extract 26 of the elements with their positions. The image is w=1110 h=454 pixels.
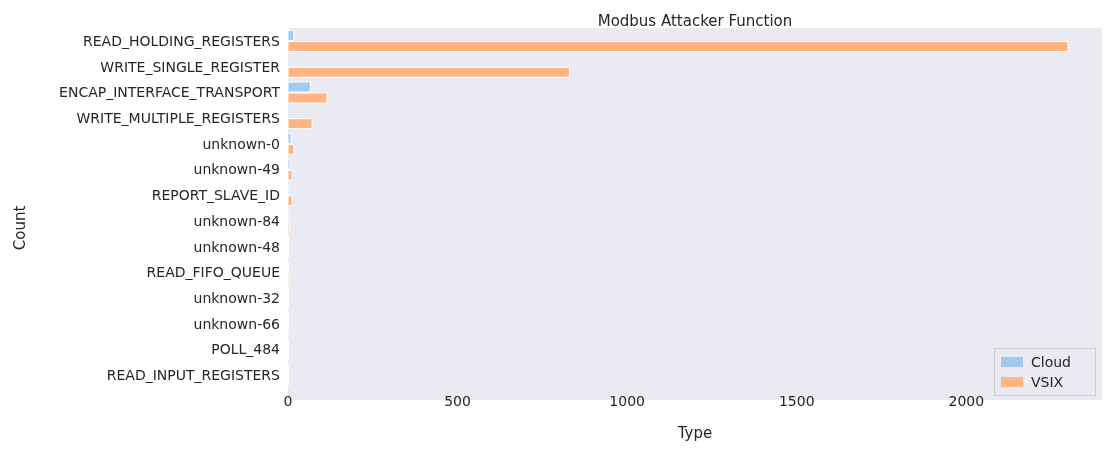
x-axis-title: Type: [676, 424, 713, 442]
x-tick-label: 500: [444, 392, 471, 409]
x-tick-label: 0: [283, 392, 293, 409]
y-tick-label: unknown-49: [193, 161, 280, 178]
y-tick-label: ENCAP_INTERFACE_TRANSPORT: [59, 84, 281, 101]
y-tick-label: WRITE_SINGLE_REGISTER: [100, 58, 281, 75]
y-tick-label: REPORT_SLAVE_ID: [151, 187, 280, 204]
legend-label: VSIX: [1031, 373, 1064, 392]
y-tick-label: unknown-84: [193, 212, 281, 229]
y-tick-label: READ_FIFO_QUEUE: [146, 264, 280, 281]
legend-label: Cloud: [1031, 353, 1071, 372]
y-tick-label: unknown-48: [193, 238, 280, 255]
y-tick-label: unknown-66: [193, 315, 281, 332]
bar: [288, 118, 313, 130]
y-tick-label: READ_HOLDING_REGISTERS: [83, 32, 281, 49]
y-tick-label: READ_INPUT_REGISTERS: [106, 367, 281, 384]
chart-title: Modbus Attacker Function: [596, 12, 794, 30]
y-tick-label: unknown-0: [202, 135, 280, 152]
y-tick-label: WRITE_MULTIPLE_REGISTERS: [76, 109, 281, 126]
x-tick-label: 2000: [948, 392, 985, 409]
y-tick-label: unknown-32: [193, 289, 280, 306]
y-axis-title: Count: [11, 205, 29, 251]
y-tick-label: POLL_484: [211, 341, 281, 358]
bar: [288, 66, 571, 78]
x-tick-label: 1000: [609, 392, 645, 409]
x-tick-label: 1500: [778, 392, 815, 409]
